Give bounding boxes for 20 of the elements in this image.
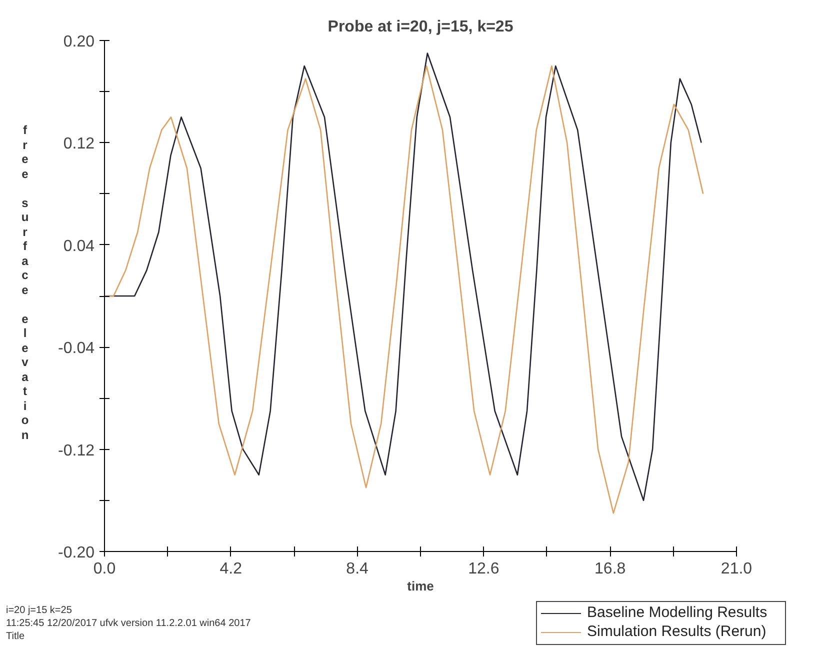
x-tick-label: 0.0 bbox=[93, 560, 116, 578]
legend-item: Simulation Results (Rerun) bbox=[541, 622, 768, 641]
text: i=20 j=15 k=25 bbox=[6, 605, 72, 616]
y-tick-label: 0.12 bbox=[63, 136, 95, 153]
x-tick-label: 16.8 bbox=[594, 560, 626, 578]
y-tick-label: 0.04 bbox=[63, 238, 95, 255]
x-tick-label: 8.4 bbox=[346, 560, 369, 578]
text: 11:25:45 12/20/2017 ufvk version 11.2.2.01 win64 2017 bbox=[6, 618, 251, 629]
legend-item: Baseline Modelling Results bbox=[541, 603, 768, 622]
x-axis-title: time bbox=[407, 578, 434, 594]
y-tick-label: -0.20 bbox=[58, 544, 95, 562]
y-tick-label: -0.12 bbox=[58, 442, 95, 460]
text: Title bbox=[6, 631, 25, 642]
x-tick-label: 21.0 bbox=[720, 560, 752, 578]
text: free surface elevation bbox=[21, 123, 29, 442]
y-tick-label: -0.04 bbox=[58, 340, 95, 358]
y-tick-label: 0.20 bbox=[63, 34, 95, 50]
chart-title: Probe at i=20, j=15, k=25 bbox=[328, 18, 514, 36]
x-tick-label: 12.6 bbox=[468, 560, 500, 578]
x-tick-label: 4.2 bbox=[220, 560, 242, 578]
